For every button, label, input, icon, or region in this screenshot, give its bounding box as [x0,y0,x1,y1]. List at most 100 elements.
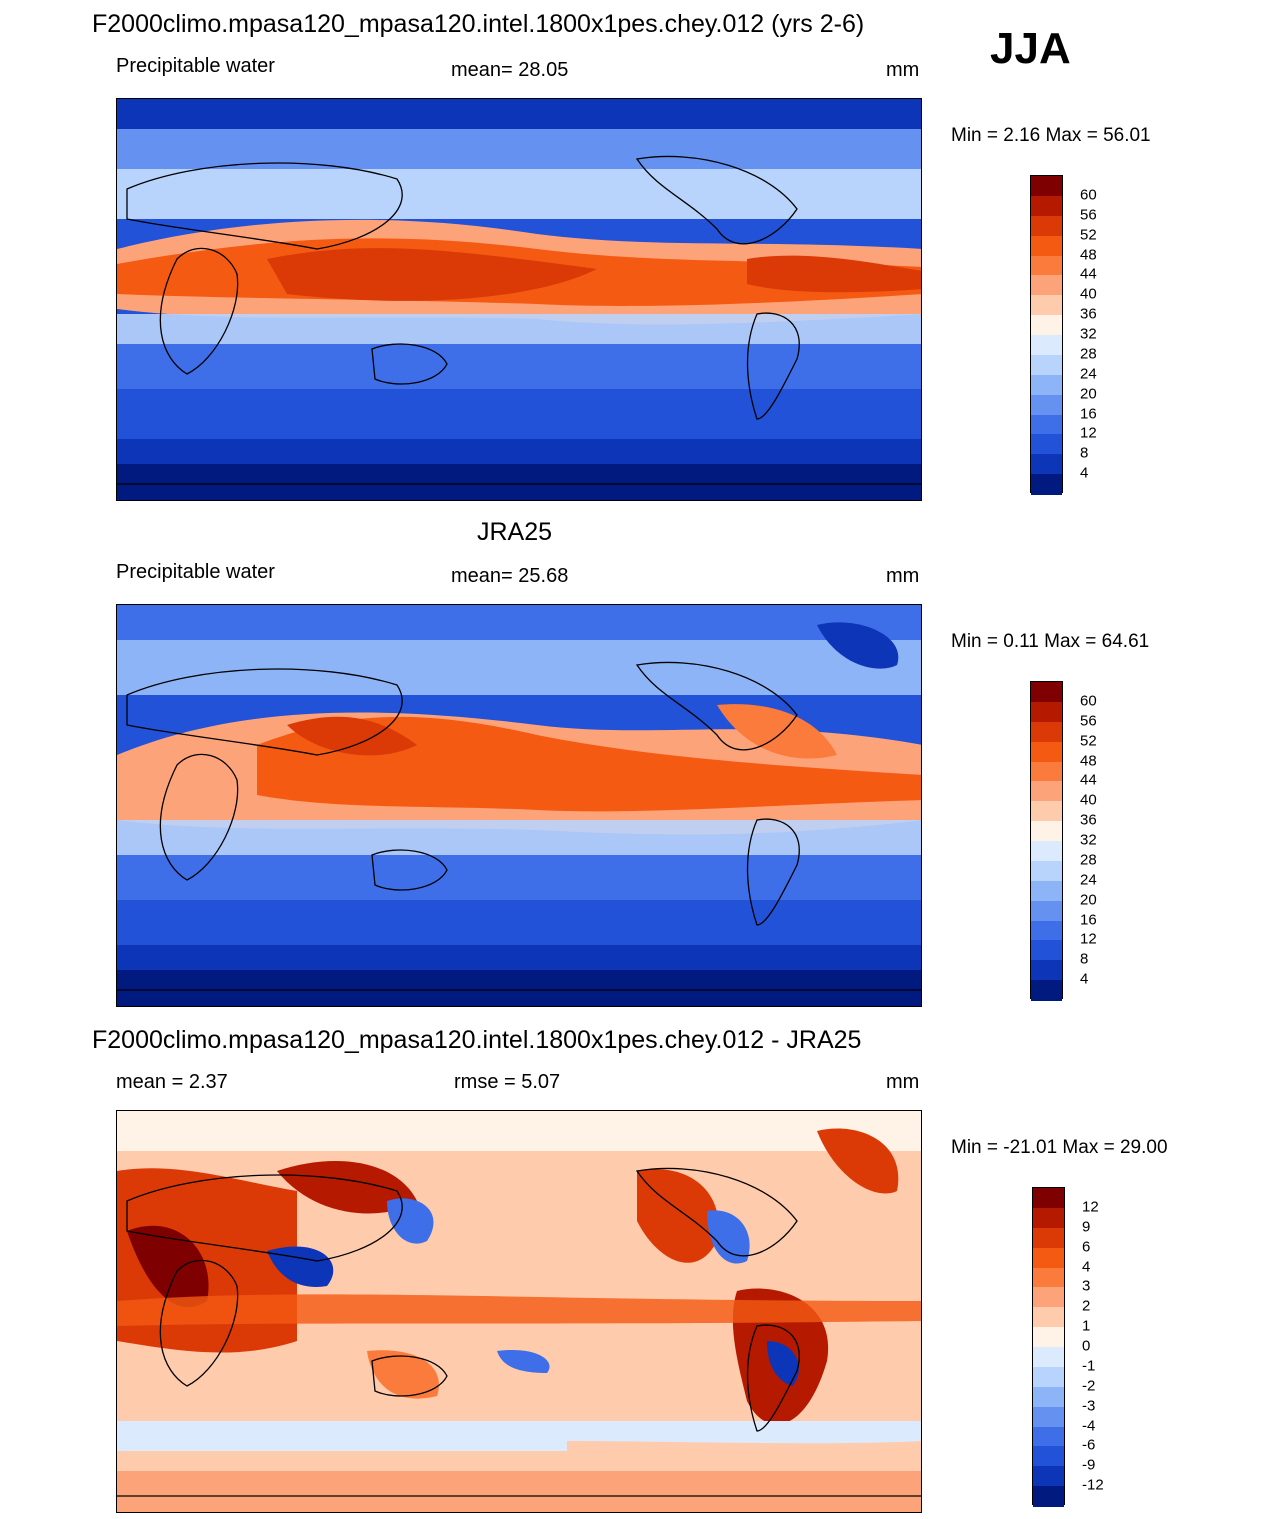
colorbar-tick-label: 8 [1080,444,1089,462]
colorbar-swatch [1031,801,1062,822]
panel-model-title: F2000climo.mpasa120_mpasa120.intel.1800x… [92,10,865,38]
colorbar-swatch [1031,841,1062,862]
colorbar-swatch [1031,275,1062,296]
colorbar-swatch [1033,1307,1064,1328]
colorbar-swatch [1033,1386,1064,1408]
colorbar-tick-label: 56 [1080,712,1097,730]
colorbar-swatch [1033,1188,1064,1209]
colorbar-swatch [1031,414,1062,435]
colorbar-swatch [1031,394,1062,415]
colorbar-tick-label: 24 [1080,365,1097,383]
colorbar-tick-label: 12 [1082,1198,1099,1216]
colorbar-swatch [1031,354,1062,376]
panel-diff-contour-field [117,1111,921,1512]
colorbar-swatch [1031,176,1062,197]
colorbar-tick-label: 44 [1080,771,1097,789]
colorbar-tick-label: 0 [1082,1337,1091,1355]
colorbar-tick-label: 56 [1080,206,1097,224]
panel-obs-contour-field [117,605,921,1006]
panel-diff-map [116,1110,922,1513]
colorbar-swatch [1031,335,1062,356]
colorbar-swatch [1031,454,1062,475]
colorbar-tick-label: 9 [1082,1218,1091,1236]
colorbar-swatch [1031,255,1062,276]
colorbar-tick-label: -9 [1082,1456,1096,1474]
colorbar-swatch [1031,920,1062,941]
colorbar-swatch [1031,860,1062,882]
colorbar-swatch [1031,374,1062,396]
colorbar-swatch [1031,761,1062,782]
panel-model-map [116,98,922,501]
colorbar-tick-label: 32 [1080,325,1097,343]
panel-diff-rmse: rmse = 5.07 [454,1071,561,1093]
colorbar-swatch [1031,701,1062,723]
colorbar-tick-label: 16 [1080,911,1097,928]
colorbar-swatch [1031,821,1062,842]
colorbar-tick-label: 4 [1080,970,1089,988]
colorbar-tick-label: -1 [1082,1357,1096,1375]
colorbar-tick-label: 1 [1082,1317,1091,1335]
panel-model-units: mm [886,59,920,81]
colorbar-swatch [1033,1207,1064,1229]
panel-model-colorbar-boxes [1030,175,1063,495]
colorbar-tick-label: 20 [1080,891,1097,909]
panel-model-mean: mean= 28.05 [451,59,569,81]
colorbar-tick-label: 40 [1080,791,1097,809]
panel-diff-min-max: Min = -21.01 Max = 29.00 [951,1137,1168,1158]
panel-obs-variable: Precipitable water [116,561,275,583]
colorbar-swatch [1031,682,1062,703]
colorbar-swatch [1031,900,1062,921]
colorbar-swatch [1031,880,1062,902]
colorbar-swatch [1033,1287,1064,1308]
panel-obs-mean: mean= 25.68 [451,565,569,587]
colorbar-tick-label: 12 [1080,424,1097,442]
colorbar-tick-label: 4 [1082,1258,1091,1275]
colorbar-tick-label: 28 [1080,851,1097,869]
colorbar-swatch [1033,1267,1064,1288]
colorbar-swatch [1031,215,1062,237]
colorbar-tick-label: 2 [1082,1297,1091,1315]
colorbar-tick-label: 60 [1080,186,1097,204]
colorbar-swatch [1031,960,1062,981]
panel-model-contour-field [117,99,921,500]
colorbar-swatch [1033,1426,1064,1447]
colorbar-swatch [1033,1406,1064,1427]
colorbar-swatch [1031,781,1062,802]
colorbar-tick-label: 16 [1080,405,1097,422]
colorbar-swatch [1031,980,1062,1001]
panel-obs-units: mm [886,565,920,587]
colorbar-swatch [1031,434,1062,455]
colorbar-tick-label: 24 [1080,871,1097,889]
panel-diff-mean: mean = 2.37 [116,1071,228,1093]
colorbar-tick-label: 36 [1080,305,1097,323]
colorbar-tick-label: 52 [1080,732,1097,750]
colorbar-tick-label: 6 [1082,1238,1091,1256]
colorbar-tick-label: 48 [1080,246,1097,263]
colorbar-swatch [1031,235,1062,256]
colorbar-tick-label: -2 [1082,1377,1096,1395]
colorbar-tick-label: -3 [1082,1397,1096,1415]
colorbar-tick-label: 12 [1080,930,1097,948]
colorbar-tick-label: 52 [1080,226,1097,244]
panel-obs-title: JRA25 [477,518,553,546]
colorbar-swatch [1031,721,1062,743]
panel-diff-title: F2000climo.mpasa120_mpasa120.intel.1800x… [92,1026,862,1054]
season-label: JJA [990,24,1071,73]
colorbar-tick-label: 36 [1080,811,1097,829]
colorbar-tick-label: 8 [1080,950,1089,968]
panel-obs-map [116,604,922,1007]
colorbar-tick-label: -6 [1082,1436,1096,1454]
colorbar-swatch [1033,1466,1064,1487]
colorbar-tick-label: -4 [1082,1417,1096,1434]
colorbar-swatch [1031,940,1062,961]
colorbar-swatch [1033,1327,1064,1348]
colorbar-tick-label: 20 [1080,385,1097,403]
panel-obs-min-max: Min = 0.11 Max = 64.61 [951,631,1150,652]
colorbar-swatch [1033,1347,1064,1368]
colorbar-tick-label: 3 [1082,1277,1091,1295]
colorbar-tick-label: 60 [1080,692,1097,710]
colorbar-swatch [1031,474,1062,495]
panel-model-min-max: Min = 2.16 Max = 56.01 [951,125,1151,146]
colorbar-tick-label: -12 [1082,1476,1104,1494]
colorbar-tick-label: 28 [1080,345,1097,363]
